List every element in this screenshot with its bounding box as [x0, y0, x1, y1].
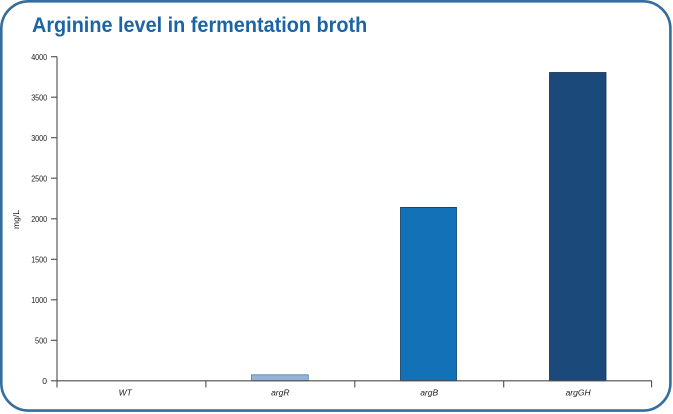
svg-text:WT: WT — [119, 388, 133, 398]
svg-text:argB: argB — [420, 388, 438, 398]
svg-text:argGH: argGH — [566, 388, 592, 398]
svg-text:3000: 3000 — [31, 133, 47, 143]
svg-text:4000: 4000 — [31, 52, 47, 62]
svg-text:1000: 1000 — [31, 295, 47, 305]
svg-text:3500: 3500 — [31, 92, 47, 102]
svg-text:2500: 2500 — [31, 173, 47, 183]
svg-text:mg/L: mg/L — [11, 210, 21, 229]
svg-text:1500: 1500 — [31, 255, 47, 265]
svg-text:argR: argR — [271, 388, 289, 398]
svg-text:0: 0 — [42, 376, 47, 386]
svg-text:2000: 2000 — [31, 214, 47, 224]
svg-text:500: 500 — [35, 336, 47, 346]
